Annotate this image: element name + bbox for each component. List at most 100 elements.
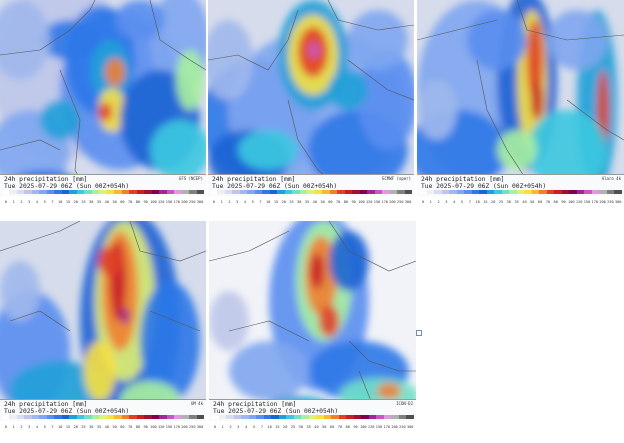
scale-swatch — [449, 190, 457, 194]
scale-tick: 250 — [607, 200, 614, 204]
scale-swatch — [2, 415, 10, 419]
scale-tick: 90 — [143, 425, 148, 429]
scale-tick: 50 — [322, 425, 327, 429]
scale-swatch — [46, 415, 55, 419]
scale-swatch — [322, 190, 330, 194]
scale-tick: 4 — [453, 200, 456, 204]
scale-swatch — [76, 190, 85, 194]
scale-swatch — [196, 415, 205, 419]
scale-tick: 15 — [65, 200, 71, 204]
scale-swatch — [16, 190, 25, 194]
caption-validity: Tue 2025-07-29 06Z (Sun 00Z+054h) — [213, 408, 339, 415]
scale-tick: 10 — [266, 200, 271, 204]
scale-tick: 200 — [181, 200, 188, 204]
color-scale — [2, 190, 205, 194]
panel-caption: 24h precipitation [mm] UM 4k Tue 2025-07-2… — [0, 399, 206, 421]
scale-tick: 3 — [28, 425, 31, 429]
scale-tick: 15 — [273, 200, 279, 204]
scale-tick: 250 — [399, 425, 406, 429]
scale-swatch — [166, 190, 175, 194]
panel-caption: 24h precipitation [mm] ECMWF (oper) Tue 20… — [208, 174, 414, 196]
scale-swatch — [539, 190, 547, 194]
precip-area — [150, 120, 206, 174]
scale-swatch — [136, 190, 145, 194]
scale-tick: 25 — [498, 200, 504, 204]
scale-tick: 200 — [599, 200, 606, 204]
scale-tick: 100 — [360, 425, 367, 429]
caption-variable: 24h precipitation [mm] — [421, 176, 505, 183]
scale-swatch — [241, 415, 249, 419]
scale-swatch — [509, 190, 517, 194]
caption-model: GFS (NCEP) — [178, 176, 203, 181]
scale-swatch — [84, 190, 92, 194]
scale-tick: 1 — [12, 425, 15, 429]
precip-area — [0, 261, 40, 321]
panel-caption: 24h precipitation [mm] ICON-D2 Tue 2025-07… — [209, 399, 416, 421]
scale-tick: 0 — [4, 200, 7, 204]
scale-tick: 35 — [514, 200, 519, 204]
scale-tick: 20 — [281, 200, 286, 204]
scale-swatch — [269, 190, 278, 194]
scale-tick: 250 — [189, 425, 196, 429]
scale-swatch — [263, 415, 272, 419]
scale-swatch — [293, 415, 302, 419]
scale-swatch — [144, 415, 152, 419]
scale-tick: 60 — [120, 200, 125, 204]
precip-area — [0, 0, 50, 80]
side-marker — [416, 330, 422, 336]
scale-tick: 90 — [353, 425, 358, 429]
scale-tick: 30 — [89, 425, 94, 429]
scale-swatch — [2, 190, 10, 194]
scale-swatch — [247, 190, 255, 194]
scale-swatch — [218, 415, 227, 419]
scale-swatch — [376, 415, 384, 419]
scale-swatch — [224, 190, 233, 194]
scale-tick: 5 — [43, 200, 46, 204]
caption-validity: Tue 2025-07-29 06Z (Sun 00Z+054h) — [4, 408, 130, 415]
precip-area — [208, 20, 253, 100]
precip-area — [40, 20, 100, 60]
scale-swatch — [91, 190, 100, 194]
scale-swatch — [174, 415, 182, 419]
scale-tick: 4 — [243, 200, 247, 204]
scale-tick: 150 — [583, 200, 591, 204]
scale-tick: 90 — [351, 200, 356, 204]
scale-swatch — [308, 415, 317, 419]
scale-swatch — [406, 415, 414, 419]
scale-tick: 60 — [537, 200, 543, 204]
scale-swatch — [374, 190, 383, 194]
scale-tick: 35 — [304, 200, 310, 204]
scale-swatch — [569, 190, 577, 194]
scale-swatch — [144, 190, 152, 194]
scale-tick: 60 — [328, 200, 333, 204]
scale-tick: 35 — [306, 425, 311, 429]
scale-tick: 90 — [561, 200, 566, 204]
scale-swatch — [441, 190, 450, 194]
scale-swatch — [106, 190, 115, 194]
scale-swatch — [31, 190, 40, 194]
scale-swatch — [391, 415, 399, 419]
scale-swatch — [76, 415, 85, 419]
scale-tick: 1 — [429, 200, 432, 204]
precip-area — [98, 246, 122, 276]
scale-swatch — [39, 190, 47, 194]
scale-swatch — [524, 190, 532, 194]
scale-tick: 150 — [375, 425, 383, 429]
panel-caption: 24h precipitation [mm] Alaro 4k Tue 2025-0… — [417, 174, 624, 196]
scale-swatch — [531, 190, 540, 194]
scale-swatch — [233, 415, 242, 419]
scale-tick: 30 — [89, 200, 94, 204]
scale-tick: 90 — [143, 200, 148, 204]
scale-swatch — [576, 190, 585, 194]
scale-swatch — [210, 190, 218, 194]
scale-tick: 7 — [260, 425, 263, 429]
precip-area — [467, 10, 527, 70]
scale-tick: 80 — [343, 200, 349, 204]
scale-tick: 7 — [259, 200, 262, 204]
scale-swatch — [331, 415, 339, 419]
scale-tick: 70 — [335, 200, 341, 204]
scale-tick: 70 — [127, 425, 133, 429]
precip-area — [319, 305, 339, 337]
scale-tick: 120 — [157, 425, 165, 429]
scale-tick: 50 — [112, 425, 117, 429]
